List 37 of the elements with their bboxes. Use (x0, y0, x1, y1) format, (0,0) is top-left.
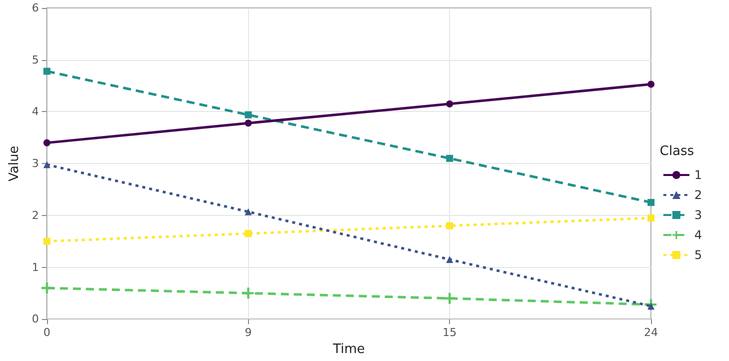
point (43, 139, 50, 146)
point (446, 100, 454, 108)
x-tick-label: 9 (244, 326, 252, 340)
x-tick-label: 0 (43, 326, 50, 340)
point (648, 198, 654, 206)
x-tick-label: 15 (442, 326, 457, 340)
point (648, 214, 654, 222)
point (244, 111, 252, 118)
legend-label: 3 (694, 208, 702, 222)
point (446, 256, 454, 263)
legend-label: 1 (694, 168, 702, 182)
y-tick-label: 4 (32, 105, 39, 118)
y-tick-label: 6 (32, 2, 39, 14)
point (446, 154, 454, 162)
point (43, 238, 50, 245)
legend-label: 4 (694, 228, 702, 242)
point (244, 208, 252, 216)
point (244, 230, 252, 238)
point (446, 222, 454, 230)
point (43, 68, 50, 75)
legend-label: 2 (694, 188, 702, 202)
legend-label: 5 (694, 248, 702, 262)
x-tick-label: 24 (644, 326, 658, 340)
point (444, 292, 456, 304)
y-tick-label: 1 (32, 260, 39, 274)
point (242, 288, 254, 299)
point (43, 161, 50, 168)
y-tick-label: 2 (32, 208, 39, 222)
x-axis-title: Time (332, 342, 365, 357)
y-tick-label: 5 (32, 53, 39, 66)
point (244, 120, 252, 127)
point (648, 80, 654, 88)
legend-title: Class (660, 144, 694, 159)
point (41, 282, 52, 294)
y-axis-title: Value (7, 146, 22, 182)
y-tick-label: 0 (32, 312, 39, 326)
y-tick-label: 3 (32, 157, 39, 170)
